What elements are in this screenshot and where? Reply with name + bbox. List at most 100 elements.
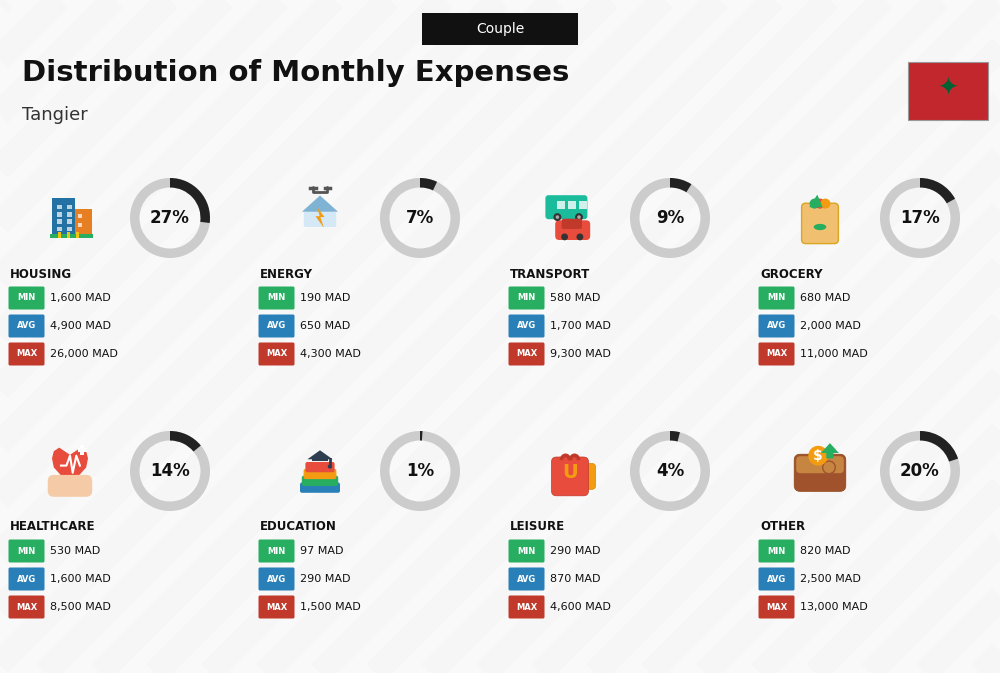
Bar [57, 227, 62, 231]
Text: 870 MAD: 870 MAD [550, 574, 600, 584]
FancyBboxPatch shape [304, 469, 336, 479]
FancyBboxPatch shape [571, 464, 596, 489]
Circle shape [576, 234, 583, 240]
Polygon shape [304, 199, 336, 227]
FancyBboxPatch shape [258, 596, 294, 618]
FancyBboxPatch shape [422, 13, 578, 45]
Text: MIN: MIN [17, 293, 36, 302]
Bar [78, 448, 87, 452]
FancyBboxPatch shape [802, 203, 838, 244]
Text: 4,300 MAD: 4,300 MAD [300, 349, 361, 359]
Text: 11,000 MAD: 11,000 MAD [800, 349, 868, 359]
Text: Couple: Couple [476, 22, 524, 36]
Text: 2,000 MAD: 2,000 MAD [800, 321, 861, 331]
Wedge shape [880, 431, 960, 511]
Bar [80, 445, 84, 455]
Circle shape [808, 446, 828, 466]
Polygon shape [302, 195, 338, 212]
FancyBboxPatch shape [8, 567, 44, 590]
Text: 7%: 7% [406, 209, 434, 227]
Text: 820 MAD: 820 MAD [800, 546, 850, 556]
FancyBboxPatch shape [305, 462, 335, 472]
Text: ✦: ✦ [938, 77, 958, 101]
FancyBboxPatch shape [258, 343, 294, 365]
Text: 1,500 MAD: 1,500 MAD [300, 602, 361, 612]
FancyBboxPatch shape [908, 62, 988, 120]
Text: HOUSING: HOUSING [10, 267, 72, 281]
FancyBboxPatch shape [796, 456, 844, 473]
Bar [52, 199, 75, 238]
Text: MAX: MAX [16, 349, 37, 359]
Text: MIN: MIN [267, 293, 286, 302]
Bar [67, 232, 70, 238]
Circle shape [553, 213, 561, 221]
FancyBboxPatch shape [300, 483, 340, 493]
FancyBboxPatch shape [8, 343, 44, 365]
FancyBboxPatch shape [545, 195, 587, 219]
Text: 9%: 9% [656, 209, 684, 227]
Text: GROCERY: GROCERY [760, 267, 822, 281]
Text: OTHER: OTHER [760, 520, 805, 534]
FancyBboxPatch shape [258, 314, 294, 337]
Circle shape [561, 234, 568, 240]
Text: AVG: AVG [767, 322, 786, 330]
Text: MAX: MAX [766, 349, 787, 359]
Circle shape [556, 215, 559, 219]
Text: 2,500 MAD: 2,500 MAD [800, 574, 861, 584]
FancyBboxPatch shape [509, 287, 544, 310]
Text: Distribution of Monthly Expenses: Distribution of Monthly Expenses [22, 59, 569, 87]
Wedge shape [380, 431, 460, 511]
FancyBboxPatch shape [555, 220, 590, 240]
Text: U: U [562, 463, 578, 483]
Wedge shape [920, 178, 955, 203]
Bar [568, 201, 576, 209]
Wedge shape [670, 178, 691, 192]
Bar [67, 227, 72, 231]
Text: AVG: AVG [267, 322, 286, 330]
FancyBboxPatch shape [258, 567, 294, 590]
Text: 13,000 MAD: 13,000 MAD [800, 602, 868, 612]
Wedge shape [380, 178, 460, 258]
Text: 4%: 4% [656, 462, 684, 480]
Circle shape [810, 199, 820, 209]
Text: MIN: MIN [267, 546, 286, 555]
Bar [57, 205, 62, 209]
Text: EDUCATION: EDUCATION [260, 520, 337, 534]
FancyBboxPatch shape [8, 314, 44, 337]
Ellipse shape [814, 224, 826, 230]
FancyBboxPatch shape [258, 540, 294, 563]
Text: 26,000 MAD: 26,000 MAD [50, 349, 118, 359]
Text: AVG: AVG [517, 575, 536, 583]
FancyBboxPatch shape [509, 567, 544, 590]
Text: MAX: MAX [516, 349, 537, 359]
Bar [57, 212, 62, 217]
Wedge shape [130, 178, 210, 258]
Bar [75, 209, 92, 238]
Polygon shape [821, 443, 839, 458]
Text: 1,600 MAD: 1,600 MAD [50, 293, 111, 303]
Wedge shape [170, 178, 210, 223]
Bar [67, 205, 72, 209]
Text: 20%: 20% [900, 462, 940, 480]
Bar [67, 219, 72, 223]
Bar [58, 232, 61, 238]
Circle shape [575, 213, 583, 221]
Wedge shape [630, 178, 710, 258]
Wedge shape [420, 431, 423, 441]
Text: 680 MAD: 680 MAD [800, 293, 850, 303]
Text: AVG: AVG [267, 575, 286, 583]
FancyBboxPatch shape [794, 454, 846, 491]
Text: $: $ [813, 449, 823, 463]
FancyBboxPatch shape [8, 596, 44, 618]
FancyBboxPatch shape [509, 540, 544, 563]
FancyBboxPatch shape [48, 475, 92, 497]
Bar [557, 201, 565, 209]
FancyBboxPatch shape [258, 287, 294, 310]
FancyBboxPatch shape [759, 567, 794, 590]
Text: 290 MAD: 290 MAD [300, 574, 351, 584]
Text: 650 MAD: 650 MAD [300, 321, 350, 331]
Wedge shape [130, 431, 210, 511]
Text: 1,600 MAD: 1,600 MAD [50, 574, 111, 584]
FancyBboxPatch shape [759, 596, 794, 618]
Wedge shape [170, 431, 201, 452]
